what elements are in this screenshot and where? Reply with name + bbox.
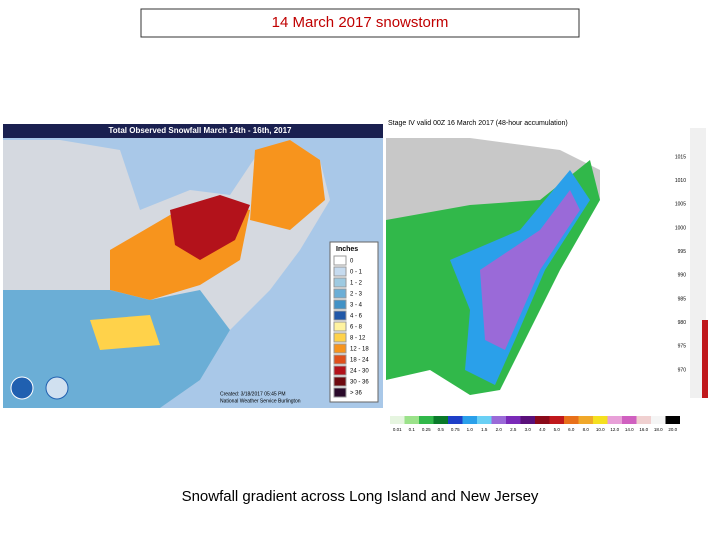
legend-title: Inches [336, 246, 358, 253]
scale-label: 3.0 [525, 427, 532, 432]
legend-label: 3 - 4 [350, 303, 363, 309]
legend-swatch [333, 332, 347, 343]
credit: Created: 3/18/2017 05:45 PM [220, 391, 286, 397]
legend-label: 12 - 18 [350, 347, 369, 353]
pressure-scale: 1015 1010 1005 1000 995 990 985 980 975 970 [675, 154, 686, 373]
map-title: Stage IV valid 00Z 16 March 2017 (48-hou… [388, 120, 568, 127]
legend-swatch [333, 288, 347, 299]
scale-label: 10.0 [596, 427, 605, 432]
right-map: Stage IV valid 00Z 16 March 2017 (48-hou… [386, 120, 708, 432]
scale-swatch [477, 416, 492, 424]
scale-swatch [636, 416, 651, 424]
scale-swatch [462, 416, 477, 424]
scale-label: 0.5 [438, 427, 445, 432]
scale-swatch [491, 416, 506, 424]
scale-label: 16.0 [639, 427, 648, 432]
legend-label: 8 - 12 [350, 336, 366, 342]
scale-swatch [506, 416, 521, 424]
scale-swatch [564, 416, 579, 424]
scale-label: 5.0 [554, 427, 561, 432]
legend-label: 2 - 3 [350, 292, 363, 298]
slide-title: 14 March 2017 snowstorm [272, 14, 449, 31]
pressure-bar [702, 320, 708, 398]
pressure-label: 985 [678, 296, 687, 302]
snow-region [90, 315, 160, 350]
scale-swatch [535, 416, 550, 424]
color-scale: 0.01 0.1 0.25 0.5 0.75 1.0 1.5 2.0 2.5 3.0 4.0 5.0 6… [390, 416, 680, 432]
scale-swatch [433, 416, 448, 424]
legend-label: 0 - 1 [350, 270, 363, 276]
legend-swatch [333, 343, 347, 354]
map-title: Total Observed Snowfall March 14th - 16t… [108, 126, 292, 135]
pressure-label: 995 [678, 249, 687, 255]
legend-label: 0 [350, 259, 354, 265]
pressure-label: 1005 [675, 202, 686, 208]
scale-label: 2.5 [510, 427, 517, 432]
scale-label: 0.75 [451, 427, 460, 432]
pressure-label: 1010 [675, 178, 686, 184]
title-box [140, 8, 580, 38]
pressure-label: 980 [678, 320, 687, 326]
scale-swatch [549, 416, 564, 424]
scale-label: 12.0 [610, 427, 619, 432]
legend-swatch [333, 354, 347, 365]
scale-label: 6.0 [568, 427, 575, 432]
snow-region [250, 140, 325, 230]
snow-region [170, 195, 250, 260]
left-map: Total Observed Snowfall March 14th - 16t… [3, 124, 383, 408]
legend-swatch [333, 365, 347, 376]
legend-swatch [333, 387, 347, 398]
legend-swatch [333, 255, 347, 266]
legend: 0 0 - 1 1 - 2 2 - 3 3 - 4 4 - 6 6 - 8 8 - 12 12 … [333, 255, 369, 398]
caption: Snowfall gradient across Long Island and… [182, 488, 539, 505]
scale-label: 2.0 [496, 427, 503, 432]
scale-swatch [520, 416, 535, 424]
scale-label: 0.01 [393, 427, 402, 432]
pressure-label: 1015 [675, 154, 686, 160]
legend-label: 24 - 30 [350, 369, 369, 375]
scale-swatch [448, 416, 463, 424]
scale-label: 0.25 [422, 427, 431, 432]
legend-label: 1 - 2 [350, 281, 363, 287]
legend-label: > 36 [350, 391, 363, 397]
legend-swatch [333, 310, 347, 321]
scale-swatch [419, 416, 434, 424]
legend-swatch [333, 376, 347, 387]
scale-swatch [390, 416, 405, 424]
credit: National Weather Service Burlington [220, 398, 301, 404]
scale-swatch [607, 416, 622, 424]
scale-label: 18.0 [654, 427, 663, 432]
legend-swatch [333, 321, 347, 332]
precip-region [480, 190, 580, 350]
legend-label: 30 - 36 [350, 380, 369, 386]
legend-label: 18 - 24 [350, 358, 369, 364]
legend-swatch [333, 299, 347, 310]
scale-label: 20.0 [668, 427, 677, 432]
pressure-label: 975 [678, 344, 687, 350]
scale-label: 1.5 [481, 427, 488, 432]
legend-label: 6 - 8 [350, 325, 363, 331]
scale-swatch [404, 416, 419, 424]
legend-swatch [333, 266, 347, 277]
pressure-label: 990 [678, 273, 687, 279]
scale-swatch [578, 416, 593, 424]
scale-label: 14.0 [625, 427, 634, 432]
pressure-label: 970 [678, 367, 687, 373]
scale-label: 4.0 [539, 427, 546, 432]
pressure-label: 1000 [675, 225, 686, 231]
legend-label: 4 - 6 [350, 314, 363, 320]
map-title-bar [3, 124, 383, 138]
scale-label: 8.0 [583, 427, 590, 432]
scale-swatch [665, 416, 680, 424]
logo [45, 376, 69, 400]
scale-swatch [622, 416, 637, 424]
legend-swatch [333, 277, 347, 288]
scale-swatch [593, 416, 608, 424]
logo [10, 376, 34, 400]
scale-label: 1.0 [467, 427, 474, 432]
scale-swatch [651, 416, 666, 424]
scale-label: 0.1 [409, 427, 416, 432]
